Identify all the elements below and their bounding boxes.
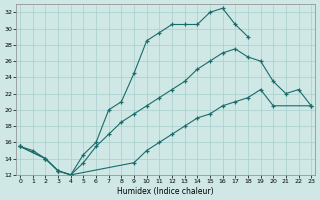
X-axis label: Humidex (Indice chaleur): Humidex (Indice chaleur) bbox=[117, 187, 214, 196]
